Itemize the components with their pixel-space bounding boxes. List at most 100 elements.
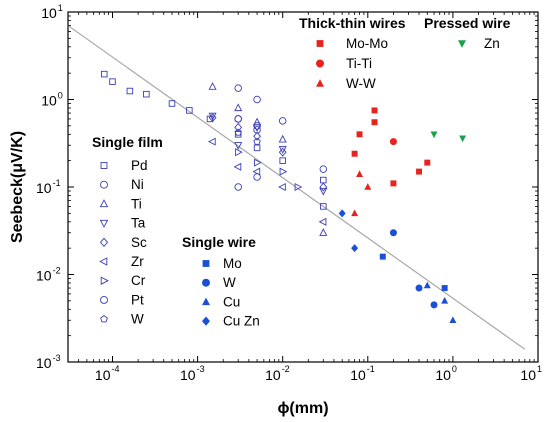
series-single-film-w xyxy=(234,128,261,145)
series-single-wire-w xyxy=(389,229,438,309)
legend-marker xyxy=(316,59,324,68)
series-single-wire-cu xyxy=(423,281,457,324)
legend-marker xyxy=(458,40,466,48)
data-point xyxy=(278,182,286,192)
data-point xyxy=(389,229,397,237)
legend-marker xyxy=(99,257,108,266)
data-point xyxy=(424,159,431,166)
x-tick-label-base: 10 xyxy=(180,367,196,383)
legend-title: Thick-thin wires xyxy=(299,15,406,31)
data-point xyxy=(423,281,431,289)
x-tick-label-exponent: -3 xyxy=(197,364,205,374)
y-tick-label-base: 10 xyxy=(36,268,52,284)
data-point xyxy=(234,103,243,112)
y-tick-label-exponent: -1 xyxy=(53,178,61,188)
series-group-pressed-wire xyxy=(430,131,467,143)
series-thick-thin-wires-w-w xyxy=(351,170,372,217)
series-single-film-cr xyxy=(235,148,303,192)
series-thick-thin-wires-ti-ti xyxy=(389,138,397,146)
data-point xyxy=(233,162,242,171)
legend-label: Pt xyxy=(131,292,144,307)
series-single-film-pt xyxy=(234,115,261,134)
data-point xyxy=(416,168,423,175)
data-point xyxy=(320,176,327,184)
y-tick-label-base: 10 xyxy=(36,180,52,196)
data-point xyxy=(278,134,287,143)
data-point xyxy=(252,167,261,176)
data-point xyxy=(278,117,287,125)
y-tick-label: 10 1 xyxy=(41,3,63,21)
x-tick-label-base: 10 xyxy=(350,367,366,383)
legend-marker xyxy=(202,297,210,306)
legend-marker xyxy=(100,315,108,323)
legend-label: Cr xyxy=(131,273,146,288)
y-tick-label-exponent: 1 xyxy=(58,3,63,13)
data-point xyxy=(168,100,176,107)
y-tick-label-base: 10 xyxy=(41,93,57,109)
data-point xyxy=(319,165,328,173)
legend-label: W xyxy=(223,275,236,290)
x-tick-label-base: 10 xyxy=(95,367,111,383)
y-tick-label: 10 -3 xyxy=(36,353,61,371)
legend-marker xyxy=(99,237,109,248)
legend-marker xyxy=(99,199,109,208)
data-point xyxy=(338,209,346,218)
data-point xyxy=(278,146,287,154)
series-group-thick-thin-wires xyxy=(351,107,431,217)
x-tick-label-base: 10 xyxy=(265,367,281,383)
legend-label: Ti xyxy=(131,196,142,211)
x-tick-label: 10 0 xyxy=(435,364,457,383)
data-point xyxy=(253,122,261,130)
data-point xyxy=(389,138,397,146)
data-point xyxy=(234,183,242,191)
legend-marker xyxy=(100,180,108,189)
legend-label: Ti-Ti xyxy=(346,56,372,71)
data-point xyxy=(234,115,242,123)
y-tick-label-base: 10 xyxy=(41,5,57,21)
legend-marker xyxy=(100,295,108,304)
x-tick-label-base: 10 xyxy=(435,367,451,383)
legend-title: Single film xyxy=(92,134,163,150)
x-tick-label-exponent: -4 xyxy=(111,364,119,374)
trend-line xyxy=(67,25,526,350)
data-point xyxy=(253,117,262,126)
x-tick-label-exponent: 0 xyxy=(452,364,457,374)
x-tick-label-exponent: 1 xyxy=(537,364,542,374)
data-point xyxy=(279,157,286,164)
data-point xyxy=(143,90,150,98)
y-tick-label-base: 10 xyxy=(36,355,52,371)
legend-pressed-wire: Pressed wire Zn xyxy=(424,15,511,51)
data-point xyxy=(379,253,386,260)
legend-marker xyxy=(100,276,109,285)
series-single-film-ti xyxy=(208,82,328,236)
data-point xyxy=(234,142,243,150)
data-point xyxy=(208,113,217,123)
legend: Single film Pd Ni Ti Ta Sc Zr Cr Pt W Single wire M… xyxy=(92,15,511,329)
data-point xyxy=(186,107,193,114)
series-thick-thin-wires-mo-mo xyxy=(351,107,431,187)
data-point xyxy=(109,78,116,85)
x-tick-label: 10 -4 xyxy=(95,364,120,383)
data-point xyxy=(356,131,363,138)
legend-label: Ni xyxy=(131,177,144,192)
data-point xyxy=(253,158,262,167)
data-point xyxy=(253,126,261,134)
y-tick-label: 10 0 xyxy=(41,91,63,109)
series-single-film-ta xyxy=(208,112,328,196)
x-tick-label-base: 10 xyxy=(520,367,536,383)
data-point xyxy=(351,244,359,253)
axis-ticks: 10 -4 10 -3 10 -2 10 -1 10 0 10 110 -310 -210 -110 010 1 xyxy=(36,3,542,383)
x-tick-label-exponent: -2 xyxy=(282,364,290,374)
data-point xyxy=(390,180,397,187)
data-point xyxy=(234,84,242,92)
data-point xyxy=(253,124,262,132)
legend-label: Zr xyxy=(131,254,144,269)
legend-label: Cu xyxy=(223,294,240,309)
series-group-single-wire xyxy=(338,209,457,324)
legend-label: Sc xyxy=(131,235,147,250)
data-point xyxy=(235,148,243,157)
series-pressed-wire-zn xyxy=(430,131,467,143)
data-point xyxy=(319,187,328,196)
legend-title: Single wire xyxy=(182,234,256,250)
data-point xyxy=(415,284,423,292)
